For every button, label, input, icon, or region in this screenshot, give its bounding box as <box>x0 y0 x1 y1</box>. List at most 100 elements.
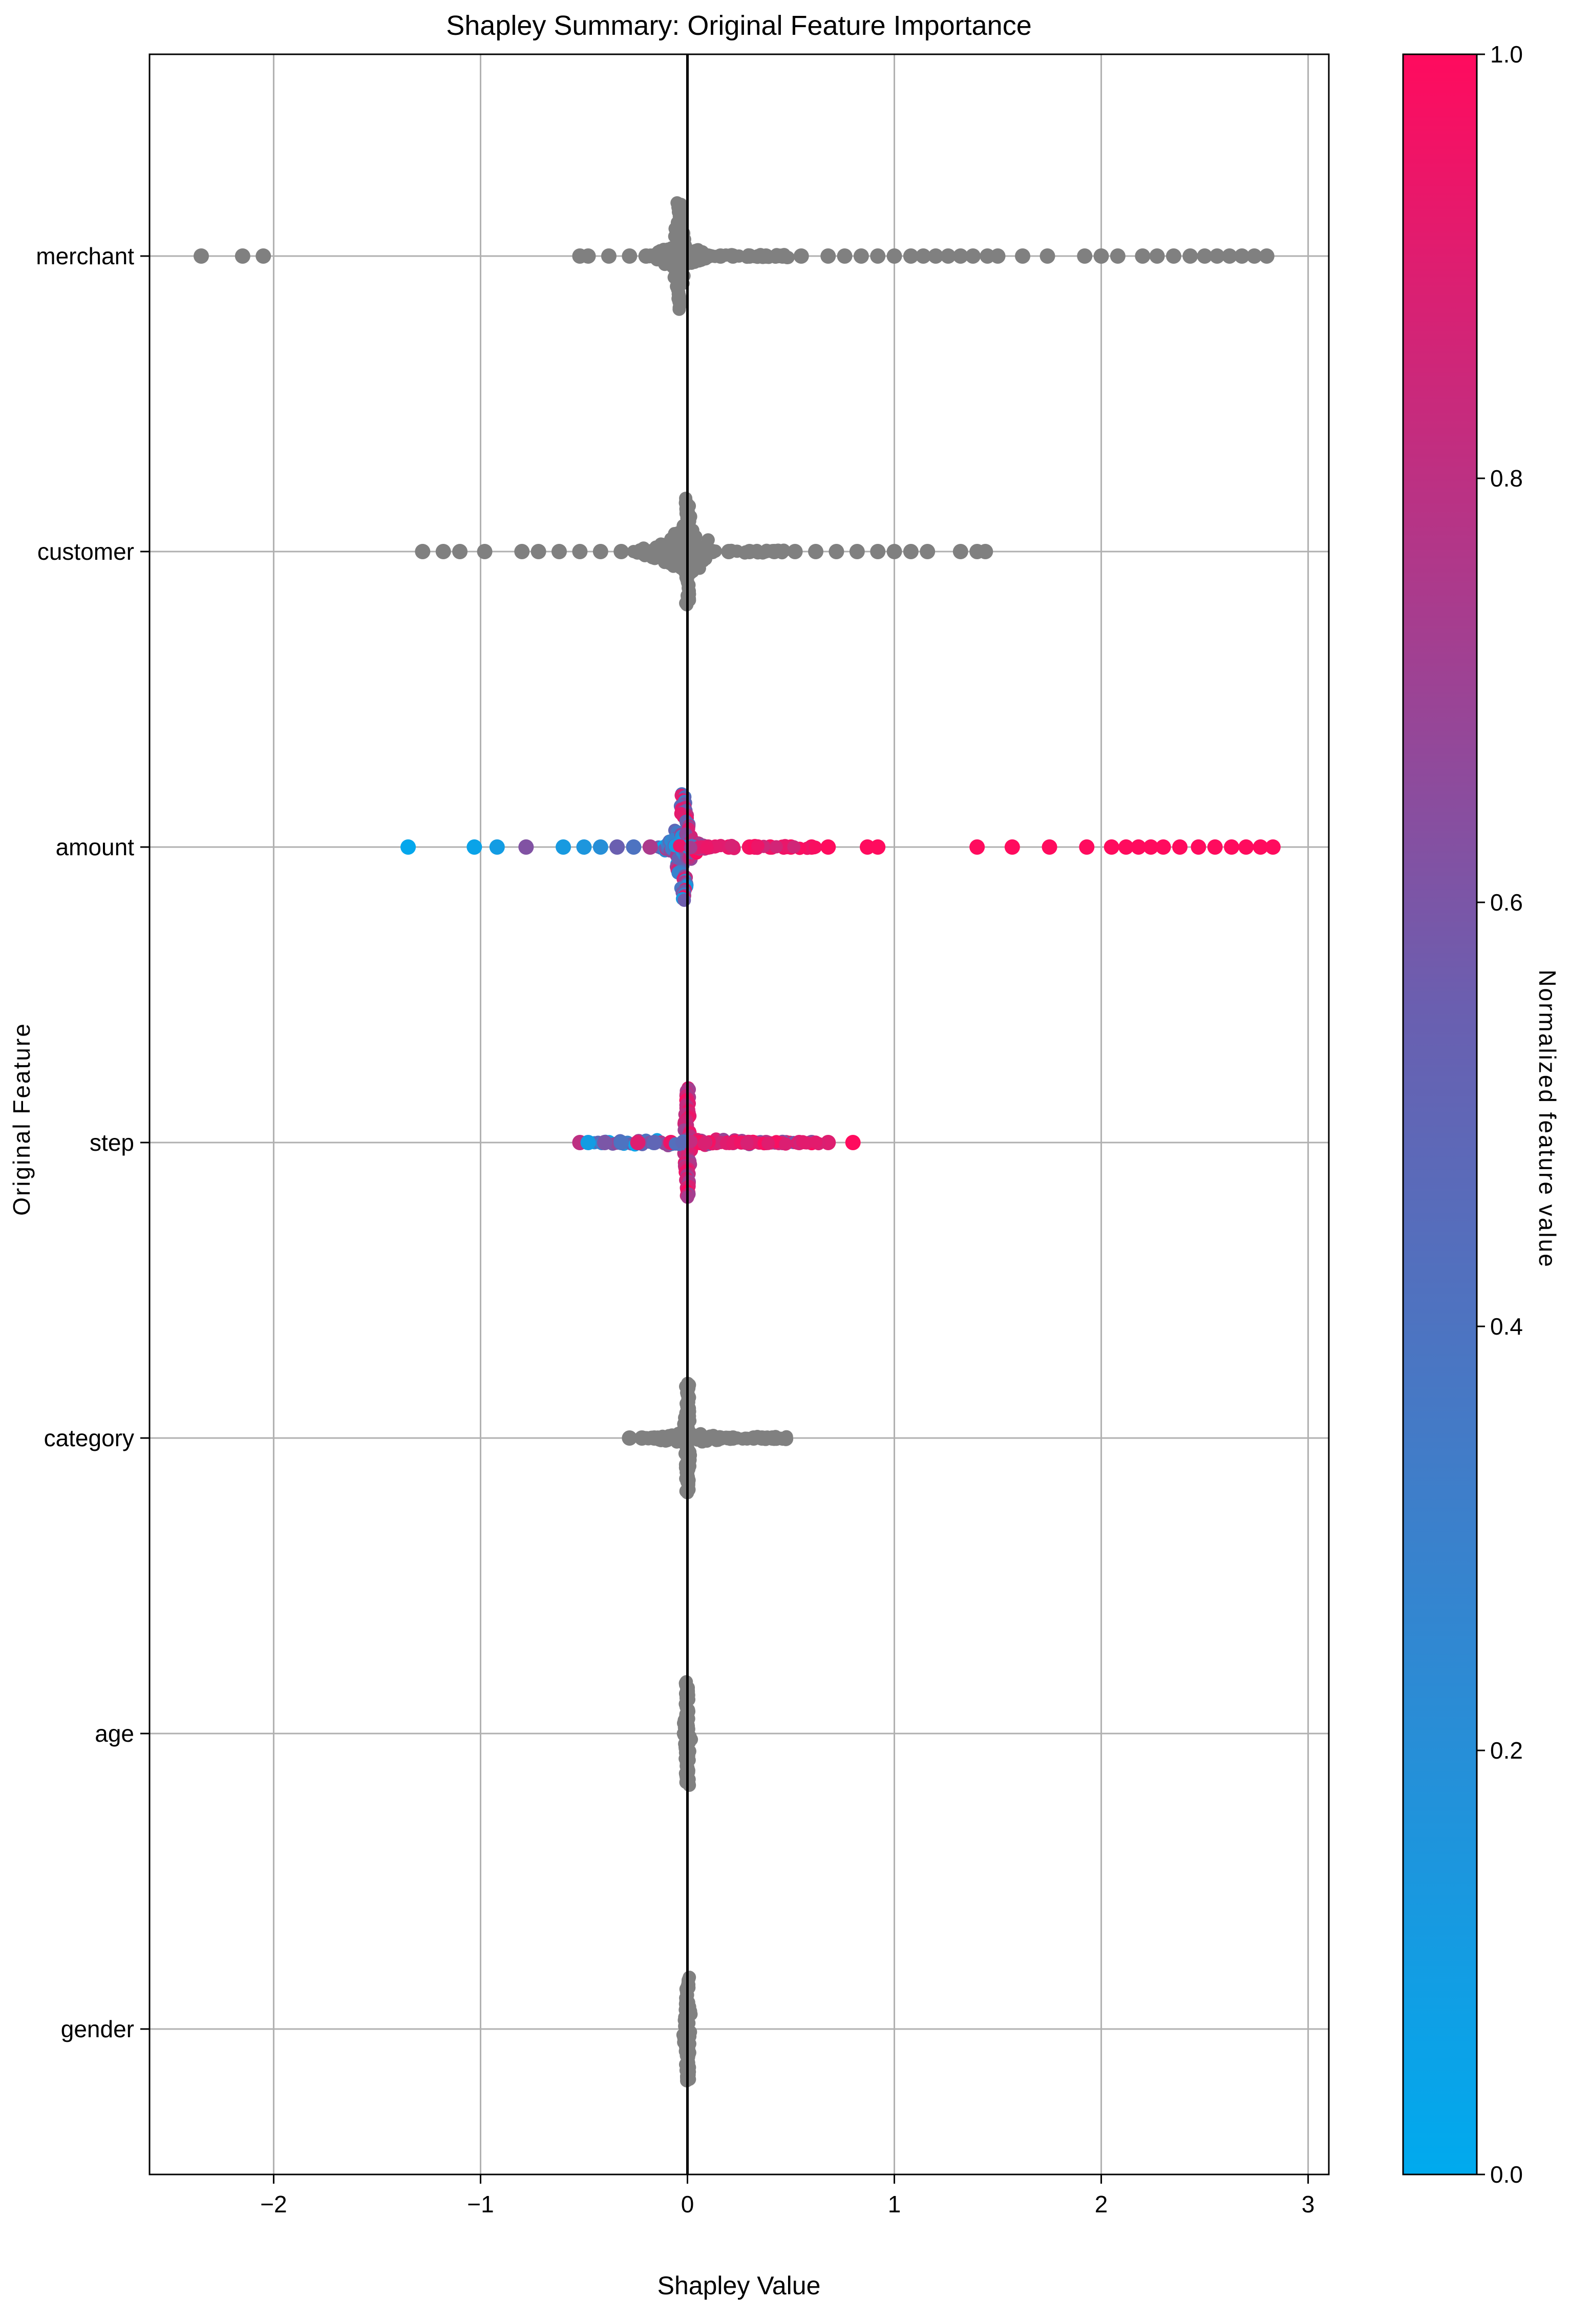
data-point <box>1155 839 1171 855</box>
y-axis-ticks: merchant customer amount step category age gen… <box>36 243 150 2042</box>
data-point <box>194 248 209 264</box>
data-point <box>761 1136 775 1150</box>
series-merchant <box>194 196 1275 316</box>
data-point <box>853 248 869 264</box>
colorbar-ticks: 0.0 0.2 0.4 0.6 0.8 1.0 <box>1477 41 1523 2188</box>
data-point <box>684 841 697 855</box>
data-point <box>1246 248 1262 264</box>
data-point <box>725 543 738 557</box>
data-point <box>741 544 755 558</box>
colorbar-tick-label: 0.2 <box>1490 1737 1523 1764</box>
data-point <box>1149 248 1165 264</box>
y-tick-label-age: age <box>95 1720 134 1747</box>
data-point <box>626 839 642 855</box>
data-point <box>769 840 783 854</box>
data-point <box>1104 839 1119 855</box>
data-point <box>580 248 596 264</box>
data-point <box>634 1430 650 1446</box>
colorbar-tick-label: 0.8 <box>1490 465 1523 492</box>
data-point <box>808 544 823 559</box>
data-point <box>580 1135 596 1150</box>
data-point <box>903 544 919 559</box>
data-point <box>820 839 836 855</box>
data-point <box>1172 839 1188 855</box>
data-point <box>646 1135 662 1150</box>
data-point <box>820 248 836 264</box>
data-point <box>845 1135 861 1150</box>
data-point <box>672 302 686 316</box>
data-point <box>1143 839 1159 855</box>
data-point <box>622 1430 638 1446</box>
x-tick-label: −1 <box>467 2191 494 2217</box>
data-point <box>1222 248 1238 264</box>
data-point <box>691 250 705 264</box>
data-point <box>514 544 530 559</box>
colorbar-tick-label: 1.0 <box>1490 41 1523 68</box>
data-point <box>400 839 416 855</box>
data-point <box>793 248 809 264</box>
series-step <box>572 1081 861 1204</box>
x-axis-ticks: −2 −1 0 1 2 3 <box>260 2174 1314 2217</box>
colorbar-tick-label: 0.0 <box>1490 2161 1523 2188</box>
data-point <box>736 1432 750 1446</box>
data-point <box>256 248 271 264</box>
data-point <box>990 248 1006 264</box>
data-point <box>701 248 715 262</box>
data-point <box>1182 248 1198 264</box>
data-point <box>592 544 608 559</box>
data-point <box>556 839 571 855</box>
data-point <box>779 1137 793 1151</box>
data-point <box>489 839 505 855</box>
data-point <box>870 839 886 855</box>
x-tick-label: 2 <box>1095 2191 1108 2217</box>
data-point <box>940 248 956 264</box>
data-point <box>576 839 592 855</box>
data-point <box>1197 248 1213 264</box>
data-point <box>1265 839 1281 855</box>
data-point <box>886 544 902 559</box>
data-point <box>751 839 765 853</box>
colorbar-tick-label: 0.6 <box>1490 889 1523 916</box>
data-point <box>630 1135 646 1150</box>
series-customer <box>415 492 993 611</box>
chart-title: Shapley Summary: Original Feature Import… <box>446 10 1032 41</box>
colorbar <box>1402 53 1478 2175</box>
data-point <box>870 248 886 264</box>
data-point <box>613 544 629 559</box>
x-tick-label: 3 <box>1302 2191 1315 2217</box>
data-point <box>809 1135 822 1149</box>
data-point <box>655 248 671 264</box>
plot-area <box>150 54 1329 2174</box>
data-point <box>466 839 482 855</box>
data-point <box>435 544 451 559</box>
data-point <box>1253 839 1268 855</box>
data-point <box>551 544 567 559</box>
data-point <box>518 839 534 855</box>
data-point <box>642 839 658 855</box>
y-tick-label-category: category <box>44 1425 134 1451</box>
data-point <box>1259 248 1275 264</box>
data-point <box>978 544 993 559</box>
data-point <box>235 248 250 264</box>
plot-frame <box>148 53 1330 2175</box>
data-point <box>1234 248 1250 264</box>
data-point <box>638 248 654 264</box>
data-point <box>1093 248 1109 264</box>
data-point <box>700 840 714 854</box>
data-point <box>698 1432 712 1446</box>
y-tick-label-amount: amount <box>56 834 135 860</box>
data-point <box>592 839 608 855</box>
data-point <box>659 1430 675 1446</box>
data-point <box>751 250 765 264</box>
data-point <box>646 1430 662 1446</box>
data-point <box>952 248 968 264</box>
data-point <box>952 544 968 559</box>
data-point <box>477 544 493 559</box>
data-point <box>677 893 691 907</box>
data-point <box>1039 248 1055 264</box>
data-point <box>601 248 617 264</box>
data-point <box>886 248 902 264</box>
data-point <box>719 248 733 262</box>
data-point <box>613 1135 629 1150</box>
